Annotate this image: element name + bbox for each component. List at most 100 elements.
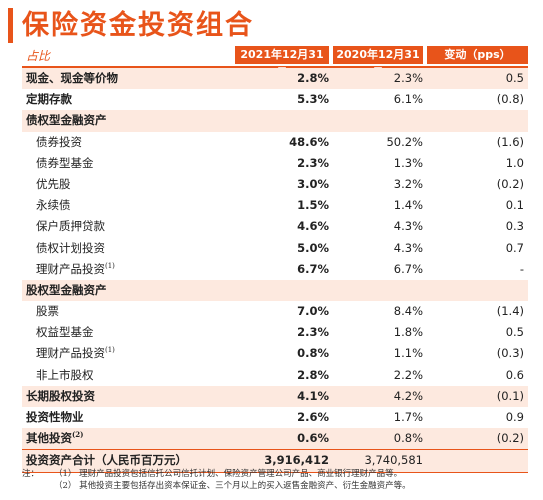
value-2021: 4.6%: [297, 219, 329, 234]
table-row: 其他投资(2) 0.6% 0.8% (0.2): [22, 428, 528, 450]
row-label: 权益型基金: [36, 325, 94, 340]
value-2020: 50.2%: [386, 134, 423, 149]
row-label: 非上市股权: [36, 367, 94, 382]
value-2020: 1.3%: [393, 155, 423, 170]
value-change: (1.4): [496, 304, 524, 319]
header-col-change: 变动（pps）: [427, 46, 528, 64]
footnote-2: （2） 其他投资主要包括存出资本保证金、三个月以上的买入返售金融资产、衍生金融资…: [22, 480, 534, 492]
value-2020: 1.7%: [393, 410, 423, 424]
value-2020: 1.8%: [393, 325, 423, 340]
value-change: 0.3: [505, 219, 524, 234]
row-label: 其他投资(2): [26, 430, 84, 446]
value-change: 0.5: [505, 71, 524, 85]
footnote-ref: (1): [105, 346, 115, 355]
value-2021: 48.6%: [289, 134, 329, 149]
table-row: 债券投资 48.6% 50.2% (1.6): [22, 132, 528, 153]
table-row: 优先股 3.0% 3.2% (0.2): [22, 174, 528, 195]
value-change: (0.2): [496, 431, 524, 446]
value-change: 0.1: [505, 198, 524, 213]
row-label: 投资性物业: [26, 410, 84, 424]
value-change: -: [519, 261, 524, 276]
value-2020: 6.1%: [393, 92, 423, 107]
table-row: 长期股权投资 4.1% 4.2% (0.1): [22, 385, 528, 407]
value-2020: 4.3%: [393, 240, 423, 255]
value-2021: 2.8%: [297, 71, 329, 85]
value-2020: 1.4%: [393, 198, 423, 213]
value-2021: 5.0%: [297, 240, 329, 255]
footnotes: 注： （1） 理财产品投资包括信托公司信托计划、保险资产管理公司产品、商业银行理财…: [22, 468, 534, 492]
total-2020: 3,740,581: [364, 453, 423, 468]
row-label: 理财产品投资(1): [36, 261, 115, 276]
row-label: 股权型金融资产: [26, 282, 107, 297]
table-row: 理财产品投资(1) 6.7% 6.7% -: [22, 259, 528, 280]
row-label: 永续债: [36, 198, 71, 213]
total-row: 投资资产合计（人民币百万元） 3,916,412 3,740,581: [22, 449, 528, 473]
value-change: 0.7: [505, 240, 524, 255]
table-row: 现金、现金等价物 2.8% 2.3% 0.5: [22, 68, 528, 90]
total-2021: 3,916,412: [264, 453, 329, 468]
value-change: 0.9: [505, 410, 524, 424]
row-label: 理财产品投资(1): [36, 346, 115, 361]
value-2021: 4.1%: [297, 388, 329, 403]
row-label: 债券型基金: [36, 155, 94, 170]
value-change: (0.3): [496, 346, 524, 361]
footnote-ref: (2): [72, 430, 84, 440]
value-change: (0.8): [496, 92, 524, 107]
value-change: (0.2): [496, 176, 524, 191]
row-label: 长期股权投资: [26, 388, 95, 403]
value-2020: 2.2%: [393, 367, 423, 382]
row-label: 现金、现金等价物: [26, 71, 118, 85]
value-2021: 2.3%: [297, 325, 329, 340]
header-col-2020: 2020年12月31日: [333, 46, 423, 79]
table-row: 理财产品投资(1) 0.8% 1.1% (0.3): [22, 343, 528, 364]
portfolio-table: 占比 2021年12月31日 2020年12月31日 变动（pps） 现金、现金…: [22, 44, 528, 473]
table-row: 永续债 1.5% 1.4% 0.1: [22, 195, 528, 216]
footnote-1-text: （1） 理财产品投资包括信托公司信托计划、保险资产管理公司产品、商业银行理财产品…: [54, 469, 403, 479]
table-row: 投资性物业 2.6% 1.7% 0.9: [22, 407, 528, 428]
value-2021: 5.3%: [297, 92, 329, 107]
value-2020: 2.3%: [393, 71, 423, 85]
value-change: 1.0: [505, 155, 524, 170]
value-change: 0.5: [505, 325, 524, 340]
value-2021: 0.6%: [297, 431, 329, 446]
value-2020: 4.2%: [393, 388, 423, 403]
value-2021: 0.8%: [297, 346, 329, 361]
table-row: 债权型金融资产: [22, 110, 528, 132]
value-change: (0.1): [496, 388, 524, 403]
value-2021: 3.0%: [297, 176, 329, 191]
row-label: 优先股: [36, 176, 71, 191]
table-row: 股权型金融资产: [22, 279, 528, 302]
value-2021: 1.5%: [297, 198, 329, 213]
table-row: 保户质押贷款 4.6% 4.3% 0.3: [22, 216, 528, 237]
table-row: 股票 7.0% 8.4% (1.4): [22, 301, 528, 322]
table-row: 定期存款 5.3% 6.1% (0.8): [22, 89, 528, 110]
value-change: (1.6): [496, 134, 524, 149]
footnote-lead: 注：: [22, 469, 40, 479]
row-label: 债权计划投资: [36, 240, 105, 255]
ratio-label: 占比: [26, 49, 51, 63]
table-row: 权益型基金 2.3% 1.8% 0.5: [22, 322, 528, 343]
value-2021: 2.8%: [297, 367, 329, 382]
page-title: 保险资金投资组合: [22, 10, 254, 41]
value-2020: 0.8%: [393, 431, 423, 446]
footnote-2-text: （2） 其他投资主要包括存出资本保证金、三个月以上的买入返售金融资产、衍生金融资…: [54, 481, 411, 491]
footnote-ref: (1): [105, 261, 115, 270]
row-label: 债权型金融资产: [26, 113, 107, 128]
footnote-1: 注： （1） 理财产品投资包括信托公司信托计划、保险资产管理公司产品、商业银行理财…: [22, 468, 534, 480]
value-2021: 7.0%: [297, 304, 329, 319]
value-2020: 6.7%: [393, 261, 423, 276]
value-2021: 2.6%: [297, 410, 329, 424]
value-2020: 1.1%: [393, 346, 423, 361]
table-body: 现金、现金等价物 2.8% 2.3% 0.5 定期存款 5.3% 6.1% (0.8) 债权型金…: [22, 68, 528, 450]
total-label: 投资资产合计（人民币百万元）: [26, 453, 187, 468]
table-row: 债权计划投资 5.0% 4.3% 0.7: [22, 238, 528, 259]
value-2020: 8.4%: [393, 304, 423, 319]
value-2020: 3.2%: [393, 176, 423, 191]
table-row: 债券型基金 2.3% 1.3% 1.0: [22, 153, 528, 174]
row-label: 定期存款: [26, 92, 72, 107]
value-2021: 6.7%: [297, 261, 329, 276]
value-2020: 4.3%: [393, 219, 423, 234]
row-label: 股票: [36, 304, 59, 319]
value-2021: 2.3%: [297, 155, 329, 170]
header-col-2021: 2021年12月31日: [235, 46, 329, 79]
